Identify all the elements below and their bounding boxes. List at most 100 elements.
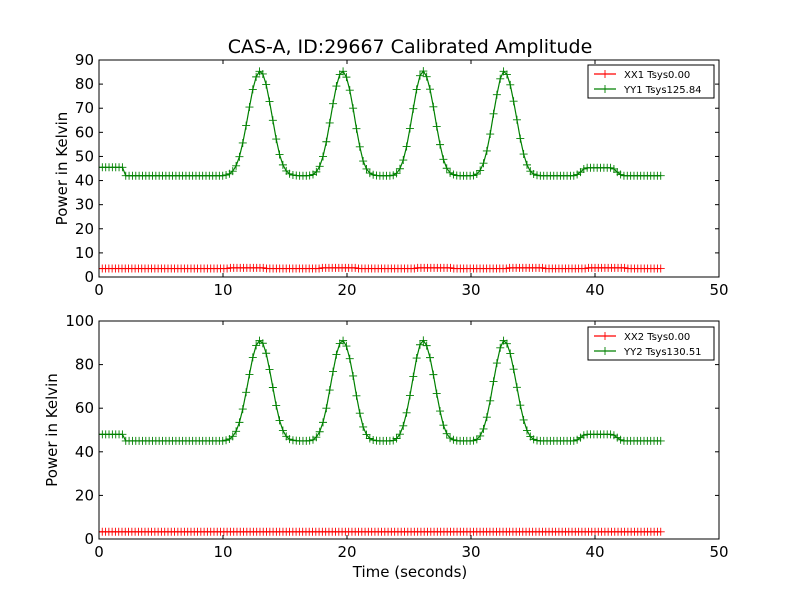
data-point: [352, 391, 361, 400]
data-point: [359, 157, 368, 166]
y-tick-label: 30: [75, 196, 94, 214]
data-point: [322, 137, 331, 146]
data-point: [516, 134, 525, 143]
data-point: [492, 359, 501, 368]
data-point: [305, 171, 314, 180]
data-point: [469, 171, 478, 180]
data-point: [248, 85, 257, 94]
legend: XX2 Tsys0.00 YY2 Tsys130.51: [587, 326, 715, 361]
data-point: [476, 166, 485, 175]
panel-2: 0 10 20 30 40 50 0 20 40 60 80 100 Power in Kelvin XX…: [43, 312, 729, 561]
data-point: [432, 389, 441, 398]
data-point: [265, 97, 274, 106]
x-tick-label: 30: [461, 543, 480, 561]
data-point: [315, 264, 324, 273]
series-group: [99, 67, 665, 273]
data-point: [426, 85, 435, 94]
legend-frame: [587, 64, 715, 99]
data-point: [620, 263, 629, 272]
data-point: [472, 435, 481, 444]
data-point: [412, 85, 421, 94]
series-2: [99, 336, 665, 445]
data-point: [492, 90, 501, 99]
data-point: [268, 116, 277, 125]
x-tick-label: 50: [709, 543, 728, 561]
data-point: [259, 263, 268, 272]
data-point: [329, 99, 338, 108]
x-tick-label: 40: [585, 281, 604, 299]
data-point: [613, 433, 622, 442]
y-axis-label: Power in Kelvin: [53, 112, 71, 226]
data-point: [449, 435, 458, 444]
data-point: [332, 82, 341, 91]
data-point: [228, 432, 237, 441]
data-point: [439, 155, 448, 164]
x-tick-label: 50: [709, 281, 728, 299]
data-point: [449, 170, 458, 179]
data-point: [258, 69, 267, 78]
y-tick-label: 100: [65, 312, 94, 330]
legend-label: XX1 Tsys0.00: [624, 70, 690, 81]
data-point: [369, 436, 378, 445]
x-tick-label: 0: [94, 281, 104, 299]
data-point: [489, 377, 498, 386]
data-point: [496, 74, 505, 83]
data-point: [429, 102, 438, 111]
data-point: [412, 354, 421, 363]
y-tick-label: 40: [75, 443, 94, 461]
data-point: [265, 365, 274, 374]
data-point: [529, 435, 538, 444]
data-point: [410, 264, 419, 273]
data-point: [573, 435, 582, 444]
data-point: [362, 430, 371, 439]
data-point: [519, 150, 528, 159]
data-point: [436, 407, 445, 416]
data-point: [305, 436, 314, 445]
data-point: [579, 431, 588, 440]
data-point: [223, 264, 232, 273]
data-point: [656, 527, 665, 536]
data-point: [228, 167, 237, 176]
data-point: [339, 67, 348, 76]
data-point: [285, 435, 294, 444]
data-point: [242, 121, 251, 130]
data-point: [278, 426, 287, 435]
data-point: [415, 71, 424, 80]
plot-frame: [98, 59, 720, 278]
data-point: [399, 421, 408, 430]
data-point: [516, 401, 525, 410]
y-tick-label: 80: [75, 356, 94, 374]
data-point: [442, 164, 451, 173]
data-point: [238, 138, 247, 147]
x-tick-label: 0: [94, 543, 104, 561]
data-point: [335, 70, 344, 79]
legend-marker: [601, 85, 609, 93]
data-point: [486, 396, 495, 405]
data-point: [469, 436, 478, 445]
data-point: [258, 339, 267, 348]
data-point: [319, 152, 328, 161]
legend-marker: [601, 70, 609, 78]
data-point: [529, 170, 538, 179]
series-1: [99, 263, 665, 273]
y-tick-label: 90: [75, 51, 94, 69]
data-point: [506, 349, 515, 358]
data-point: [442, 429, 451, 438]
data-point: [389, 436, 398, 445]
data-point: [312, 433, 321, 442]
data-point: [312, 167, 321, 176]
data-point: [616, 170, 625, 179]
data-point: [319, 418, 328, 427]
y-tick-label: 0: [84, 268, 94, 286]
data-point: [509, 365, 518, 374]
data-point: [245, 103, 254, 112]
data-point: [502, 70, 511, 79]
data-point: [439, 421, 448, 430]
data-point: [519, 415, 528, 424]
legend-frame: [587, 326, 715, 361]
data-point: [222, 436, 231, 445]
data-point: [395, 164, 404, 173]
data-point: [402, 142, 411, 151]
data-point: [569, 171, 578, 180]
